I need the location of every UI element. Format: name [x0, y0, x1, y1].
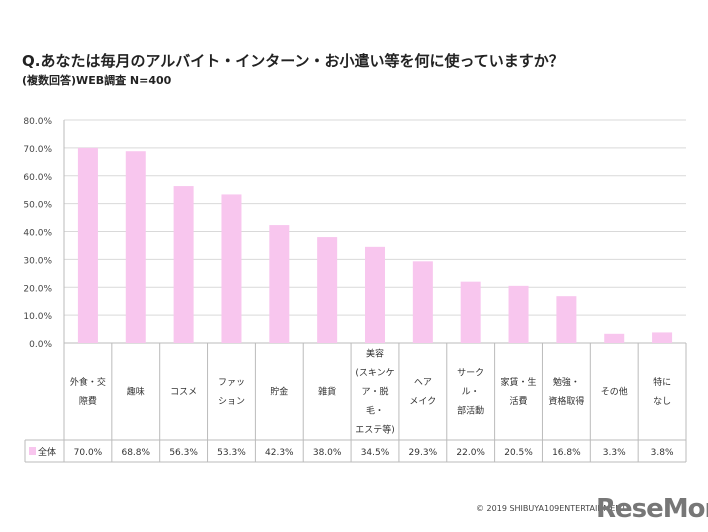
- y-tick-label: 20.0%: [23, 284, 52, 294]
- data-label: 16.8%: [552, 448, 581, 458]
- y-tick-label: 80.0%: [23, 117, 52, 127]
- data-label: 22.0%: [456, 448, 485, 458]
- category-label: その他: [601, 386, 628, 398]
- data-label: 70.0%: [74, 448, 103, 458]
- bar: [317, 237, 338, 343]
- category-label: 雑貨: [318, 386, 336, 398]
- y-tick-label: 0.0%: [29, 340, 52, 350]
- chart-subtitle: (複数回答)WEB調査 N=400: [22, 74, 172, 87]
- category-label: 勉強・資格取得: [548, 376, 584, 407]
- category-label: 特になし: [653, 376, 671, 407]
- bar: [652, 332, 673, 343]
- bar: [173, 186, 194, 343]
- bar: [125, 151, 146, 343]
- y-tick-label: 60.0%: [23, 173, 52, 183]
- category-label: コスメ: [170, 388, 197, 398]
- bar: [221, 194, 242, 343]
- data-label: 56.3%: [169, 448, 198, 458]
- bar: [269, 225, 290, 343]
- bar: [604, 333, 625, 343]
- bar: [365, 246, 385, 343]
- category-label: 美容(スキンケア・脱毛・エステ等): [355, 348, 395, 436]
- data-label: 53.3%: [217, 448, 246, 458]
- category-label: 趣味: [127, 386, 145, 398]
- legend-label: 全体: [38, 446, 56, 458]
- category-label: サークル・部活動: [457, 368, 484, 417]
- y-tick-label: 40.0%: [23, 229, 52, 239]
- bar: [77, 147, 98, 343]
- data-label: 34.5%: [361, 448, 390, 458]
- data-label: 29.3%: [409, 448, 438, 458]
- bar: [460, 281, 481, 343]
- data-label: 42.3%: [265, 448, 294, 458]
- data-label: 3.3%: [603, 448, 626, 458]
- copyright: © 2019 SHIBUYA109ENTERTAINMENT: [476, 504, 627, 513]
- legend-swatch: [29, 447, 36, 455]
- y-tick-label: 70.0%: [23, 145, 52, 155]
- y-tick-label: 30.0%: [23, 256, 52, 266]
- data-label: 20.5%: [504, 448, 533, 458]
- bar: [556, 296, 577, 343]
- category-label: 家賃・生活費: [501, 376, 537, 407]
- bar: [508, 285, 529, 343]
- data-label: 38.0%: [313, 448, 342, 458]
- data-label: 68.8%: [121, 448, 150, 458]
- category-label: 貯金: [270, 386, 288, 398]
- category-label: ファッション: [218, 378, 245, 407]
- logo: ReseMom: [596, 494, 708, 524]
- y-tick-label: 10.0%: [23, 312, 52, 322]
- chart-title: Q.あなたは毎月のアルバイト・インターン・お小遣い等を何に使っていますか？: [22, 52, 564, 70]
- category-label: 外食・交際費: [70, 376, 106, 407]
- data-label: 3.8%: [651, 448, 674, 458]
- bar: [412, 261, 433, 343]
- category-label: ヘアメイク: [409, 378, 436, 407]
- y-tick-label: 50.0%: [23, 201, 52, 211]
